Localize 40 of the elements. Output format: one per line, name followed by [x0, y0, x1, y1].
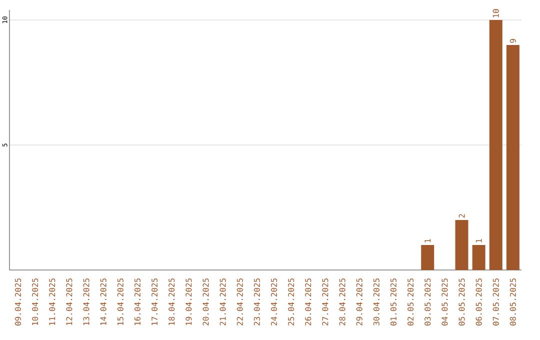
x-tick-label: 07.05.2025 — [492, 278, 499, 326]
x-tick-label: 23.04.2025 — [254, 278, 260, 326]
bar — [489, 20, 502, 270]
x-tick-label: 01.05.2025 — [390, 278, 396, 326]
data-label: 10 — [492, 9, 499, 18]
bar — [455, 220, 468, 270]
x-tick-label: 19.04.2025 — [186, 278, 192, 326]
data-label: 2 — [458, 214, 465, 218]
x-tick-label: 26.04.2025 — [305, 278, 312, 326]
x-tick-label: 21.04.2025 — [220, 278, 226, 326]
x-tick-label: 25.04.2025 — [288, 278, 294, 326]
x-tick-label: 05.05.2025 — [458, 278, 465, 326]
x-tick-label: 13.04.2025 — [83, 278, 90, 326]
x-tick-label: 24.04.2025 — [270, 278, 278, 326]
x-tick-label: 11.04.2025 — [49, 278, 56, 326]
x-tick-label: 06.05.2025 — [476, 278, 482, 326]
x-tick-label: 04.05.2025 — [442, 278, 448, 326]
x-tick-label: 14.04.2025 — [100, 278, 106, 326]
x-tick-label: 28.04.2025 — [339, 278, 346, 326]
x-tick-label: 08.05.2025 — [510, 278, 516, 326]
x-tick-label: 22.04.2025 — [236, 278, 243, 326]
data-label: 1 — [476, 239, 482, 242]
x-tick-label: 27.04.2025 — [322, 278, 328, 326]
x-tick-label: 20.04.2025 — [202, 278, 209, 326]
data-label: 1 — [424, 239, 431, 242]
bar — [472, 245, 486, 270]
x-tick-label: 29.04.2025 — [356, 278, 362, 326]
x-tick-label: 15.04.2025 — [117, 278, 124, 326]
x-tick-label: 16.04.2025 — [134, 278, 140, 326]
x-tick-label: 17.04.2025 — [152, 278, 158, 326]
x-tick-label: 12.04.2025 — [66, 278, 72, 326]
data-label: 9 — [510, 39, 516, 43]
bar — [421, 245, 434, 270]
x-tick-label: 03.05.2025 — [424, 278, 431, 326]
x-tick-label: 18.04.2025 — [168, 278, 175, 326]
x-tick-label: 02.05.2025 — [408, 278, 414, 326]
x-tick-label: 09.04.2025 — [14, 278, 22, 326]
x-tick-label: 10.04.2025 — [32, 278, 38, 326]
x-tick-label: 30.04.2025 — [373, 278, 380, 326]
bar — [506, 44, 520, 270]
